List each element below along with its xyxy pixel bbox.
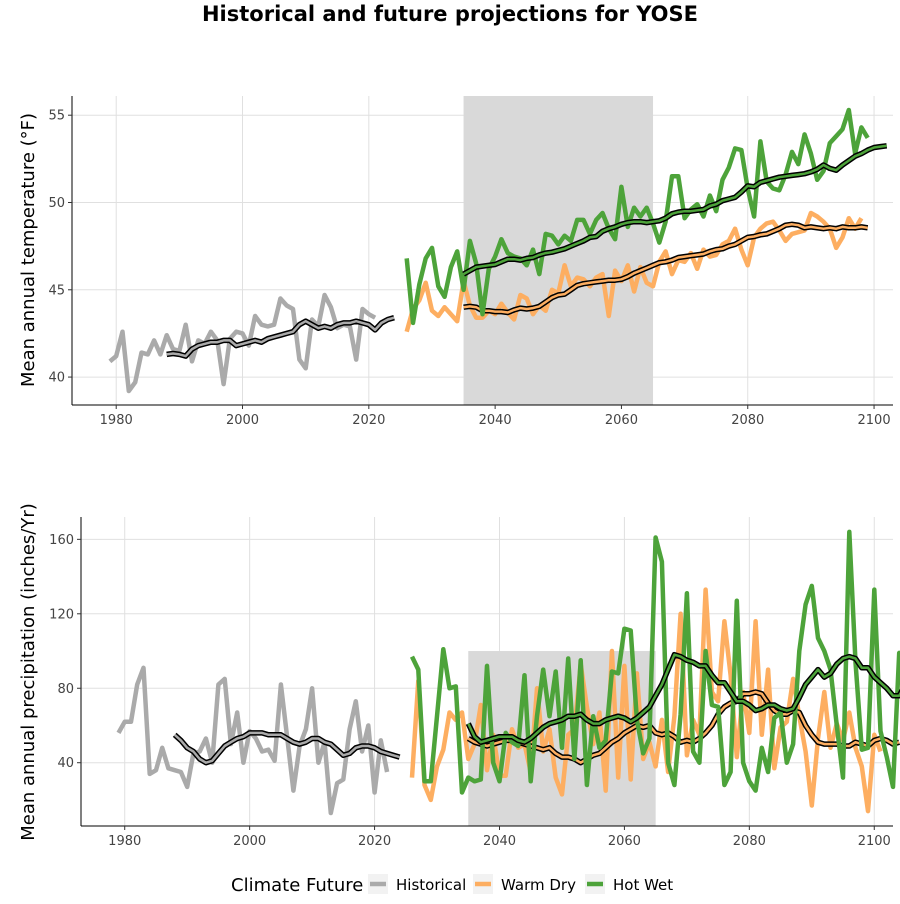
- x-tick-label: 2020: [352, 413, 385, 428]
- hot-wet-series-line: [404, 107, 870, 326]
- y-tick-label: 50: [48, 196, 65, 211]
- legend-label-historical: Historical: [396, 876, 466, 894]
- x-tick-label: 2000: [226, 413, 259, 428]
- x-tick-label: 2080: [733, 834, 766, 849]
- x-tick-label: 2040: [479, 413, 512, 428]
- temperature-panel: 1980 2000 2020 2040 2060 2080 2100 40 45 50 55 Mean…: [18, 96, 893, 428]
- historical-series-line: [116, 665, 390, 816]
- y-tick-label: 40: [48, 371, 65, 386]
- hot-wet-series-line: [409, 529, 900, 795]
- y-tick-label: 160: [49, 533, 74, 548]
- x-tick-label: 2040: [483, 834, 516, 849]
- x-tick-label: 1980: [108, 834, 141, 849]
- y-axis-label: Mean annual temperature (°F): [18, 113, 39, 387]
- hot-wet-smoothed-line: [462, 144, 887, 276]
- x-tick-label: 2000: [233, 834, 266, 849]
- y-tick-label: 55: [48, 109, 65, 124]
- y-tick-label: 45: [48, 283, 65, 298]
- legend-label-hot-wet: Hot Wet: [613, 876, 673, 894]
- y-axis-label: Mean annual precipitation (inches/Yr): [18, 503, 39, 841]
- x-tick-label: 2080: [731, 413, 764, 428]
- x-tick-label: 2020: [358, 834, 391, 849]
- warm-dry-smoothed-line: [467, 690, 900, 764]
- warm-dry-series-line: [404, 210, 864, 333]
- historical-series-line: [108, 292, 377, 394]
- legend: Climate Future Historical Warm Dry Hot Wet: [231, 874, 673, 896]
- historical-smoothed-line: [173, 731, 400, 764]
- legend-title: Climate Future: [231, 875, 363, 896]
- hot-wet-smoothed-line: [467, 653, 900, 744]
- x-tick-label: 2100: [858, 834, 891, 849]
- precipitation-panel: 1980 2000 2020 2040 2060 2080 2100 40 80 120 160 Me…: [18, 503, 900, 849]
- legend-label-warm-dry: Warm Dry: [501, 876, 576, 894]
- warm-dry-smoothed-line: [463, 223, 868, 314]
- y-tick-label: 120: [49, 607, 74, 622]
- x-tick-label: 2060: [605, 413, 638, 428]
- x-tick-label: 2100: [858, 413, 891, 428]
- x-tick-label: 1980: [100, 413, 133, 428]
- historical-smoothed-line: [166, 316, 395, 358]
- y-tick-label: 80: [57, 682, 74, 697]
- x-tick-label: 2060: [608, 834, 641, 849]
- y-tick-label: 40: [57, 756, 74, 771]
- figure-title: Historical and future projections for YO…: [202, 2, 698, 26]
